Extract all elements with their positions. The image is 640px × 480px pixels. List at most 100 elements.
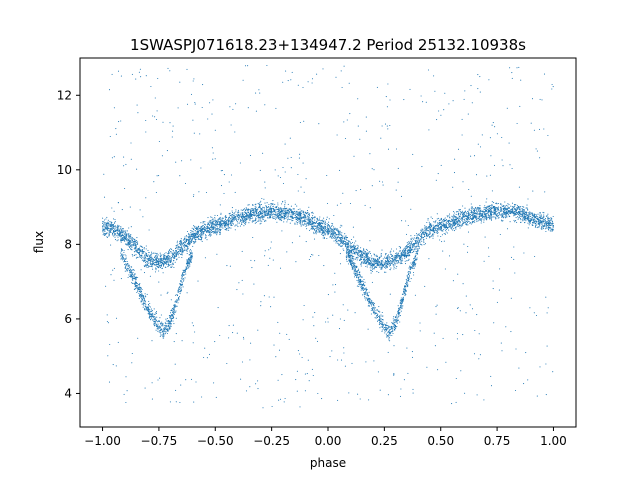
data-point [337, 242, 339, 244]
data-point [420, 234, 422, 236]
data-point [401, 256, 403, 258]
data-point [450, 225, 452, 227]
data-point [256, 215, 258, 217]
data-point [495, 202, 497, 204]
data-point [504, 211, 506, 213]
data-point [371, 270, 373, 272]
data-point [202, 222, 204, 224]
data-point [139, 256, 141, 259]
data-point [466, 223, 468, 225]
data-point [182, 239, 185, 241]
data-point [481, 216, 484, 218]
data-point [166, 264, 168, 266]
data-point [278, 217, 280, 219]
data-point [231, 211, 234, 214]
data-point [512, 207, 514, 209]
data-point [487, 213, 489, 215]
data-point [255, 211, 257, 213]
data-point [176, 242, 178, 244]
data-point [144, 259, 146, 261]
data-point [409, 247, 411, 249]
data-point [386, 257, 388, 259]
data-point [496, 213, 498, 215]
data-point [462, 222, 465, 225]
data-point [439, 227, 441, 229]
data-point [437, 235, 439, 237]
data-point [343, 241, 345, 243]
data-point [385, 271, 387, 273]
data-point [206, 239, 208, 241]
data-point [504, 205, 506, 207]
data-point [112, 235, 115, 237]
data-point [255, 206, 257, 208]
data-point [204, 223, 206, 225]
data-point [323, 226, 325, 228]
data-point [178, 246, 180, 248]
data-point [416, 234, 418, 236]
data-point [539, 216, 542, 218]
data-point [147, 249, 149, 251]
data-point [207, 224, 209, 226]
data-point [423, 238, 425, 241]
data-point [515, 204, 517, 206]
data-point [187, 239, 189, 241]
data-point [231, 219, 233, 221]
data-point [261, 220, 263, 222]
data-point [478, 213, 480, 215]
data-point [273, 215, 275, 217]
data-point [484, 215, 486, 217]
data-point [337, 230, 339, 232]
data-point [451, 220, 453, 222]
data-point [529, 221, 531, 223]
data-point [448, 213, 451, 215]
data-point [357, 254, 359, 256]
data-point [507, 214, 510, 216]
data-point [249, 216, 251, 218]
data-point [316, 220, 318, 222]
data-point [501, 220, 503, 222]
data-point [219, 232, 221, 234]
data-point [102, 229, 104, 231]
data-point [231, 210, 233, 212]
data-point [299, 212, 301, 215]
data-point [371, 267, 373, 269]
data-point [318, 225, 320, 227]
data-point [415, 242, 417, 244]
data-point [172, 253, 174, 255]
data-point [338, 233, 340, 235]
data-point [453, 211, 455, 213]
data-point [404, 247, 406, 249]
data-point [291, 216, 293, 218]
data-point [117, 234, 119, 236]
data-point [243, 209, 245, 211]
data-point [167, 262, 169, 264]
data-point [412, 243, 414, 245]
data-point [463, 215, 466, 218]
data-point [462, 222, 464, 224]
data-point [307, 221, 309, 223]
data-point [481, 215, 483, 217]
data-point [200, 231, 203, 233]
data-point [384, 257, 386, 259]
data-point [248, 214, 250, 216]
data-point [157, 267, 159, 269]
data-point [461, 219, 463, 221]
data-point [201, 229, 203, 231]
data-point [525, 214, 527, 216]
data-point [199, 227, 201, 229]
data-point [405, 256, 408, 258]
data-point [397, 261, 400, 263]
data-point [208, 227, 210, 230]
data-point [132, 244, 134, 246]
data-point [501, 210, 503, 212]
data-point [457, 212, 460, 214]
data-point [410, 235, 412, 237]
data-point [532, 220, 535, 222]
data-point [223, 223, 225, 225]
data-point [448, 226, 450, 228]
data-point [340, 237, 342, 239]
data-point [505, 204, 507, 206]
data-point [341, 238, 343, 240]
data-point [316, 227, 318, 229]
data-point [542, 211, 544, 213]
